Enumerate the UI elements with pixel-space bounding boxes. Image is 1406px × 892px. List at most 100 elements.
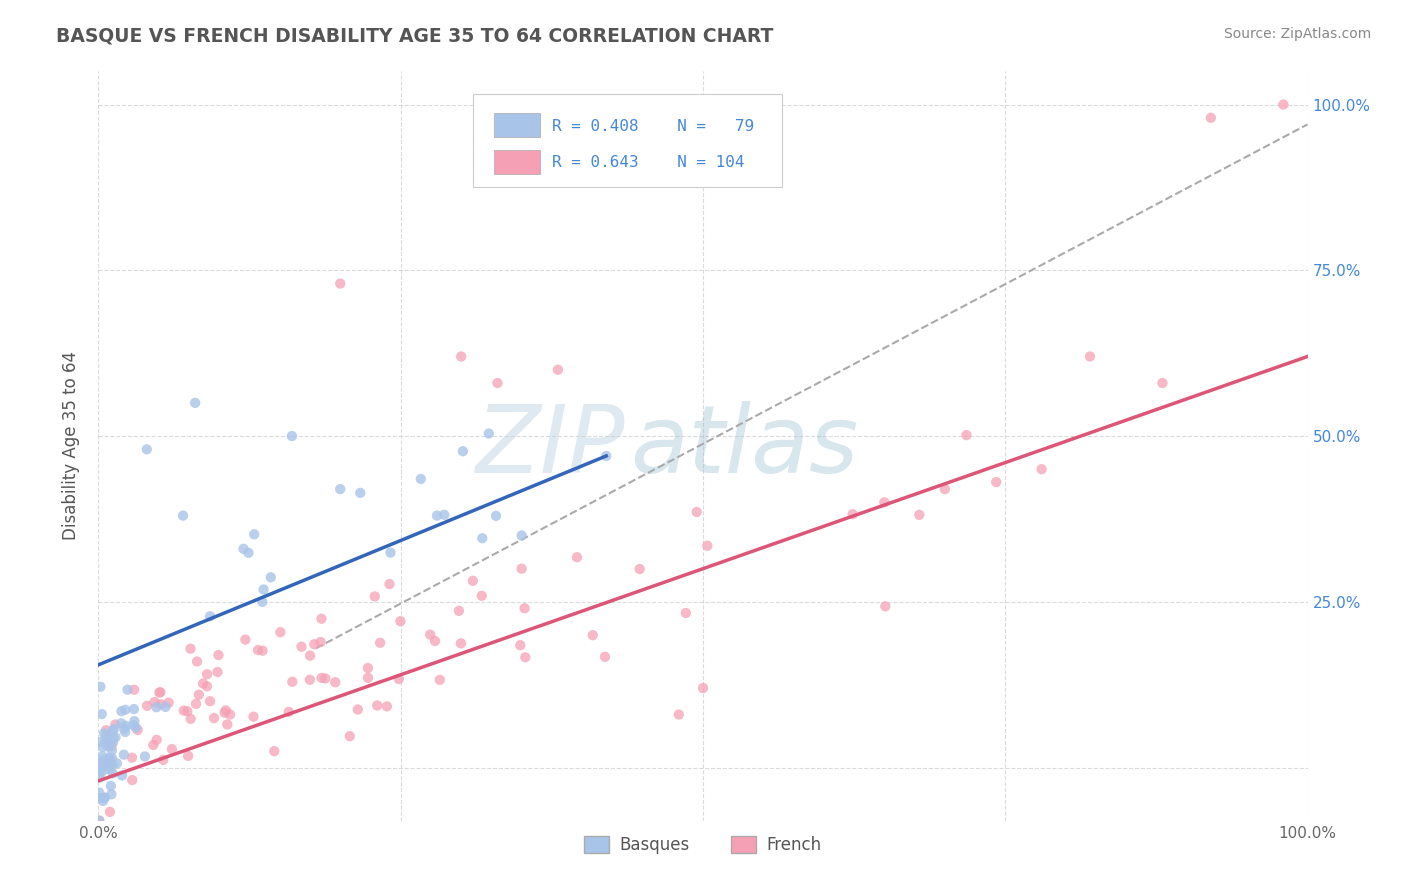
Point bbox=[346, 702, 368, 716]
Point bbox=[510, 528, 533, 542]
Point bbox=[281, 674, 304, 689]
Point bbox=[157, 696, 180, 710]
Point bbox=[115, 719, 138, 733]
Point bbox=[152, 753, 174, 767]
Point bbox=[101, 723, 124, 738]
Point bbox=[91, 749, 114, 764]
Point bbox=[122, 682, 145, 697]
Point bbox=[114, 703, 136, 717]
Point bbox=[122, 702, 145, 716]
Point bbox=[100, 739, 122, 753]
Point bbox=[103, 731, 125, 745]
Point bbox=[135, 442, 157, 457]
Point bbox=[515, 650, 537, 665]
Point bbox=[485, 508, 508, 523]
Point bbox=[215, 703, 238, 717]
Point bbox=[366, 698, 388, 713]
Point bbox=[247, 643, 270, 657]
Point bbox=[263, 744, 285, 758]
Point bbox=[309, 635, 332, 649]
Point bbox=[100, 787, 122, 801]
Point bbox=[98, 762, 121, 776]
Point bbox=[235, 632, 257, 647]
Point bbox=[426, 508, 449, 523]
Point bbox=[461, 574, 484, 588]
Point bbox=[547, 363, 569, 377]
Point bbox=[97, 733, 120, 747]
Point bbox=[94, 736, 117, 750]
Point bbox=[1031, 462, 1053, 476]
Point bbox=[89, 771, 111, 785]
Point bbox=[986, 475, 1008, 489]
Point bbox=[198, 609, 221, 624]
Point bbox=[94, 729, 117, 743]
Point bbox=[260, 570, 283, 584]
Point bbox=[419, 627, 441, 641]
Point bbox=[187, 688, 209, 702]
Point bbox=[101, 758, 124, 772]
Point bbox=[97, 755, 120, 769]
Point bbox=[628, 562, 651, 576]
Point bbox=[252, 582, 274, 597]
Point bbox=[451, 444, 474, 458]
Bar bbox=[494, 150, 540, 174]
Point bbox=[195, 679, 218, 693]
Point bbox=[582, 628, 605, 642]
Point bbox=[1078, 350, 1101, 364]
Text: R = 0.643    N = 104: R = 0.643 N = 104 bbox=[551, 155, 744, 170]
Point bbox=[217, 717, 239, 731]
Point bbox=[873, 495, 896, 509]
Point bbox=[380, 546, 402, 560]
Point bbox=[98, 805, 121, 819]
Point bbox=[91, 757, 114, 772]
Point bbox=[160, 742, 183, 756]
Point bbox=[207, 665, 229, 679]
Point bbox=[232, 541, 254, 556]
Point bbox=[696, 539, 718, 553]
Point bbox=[429, 673, 451, 687]
Point bbox=[87, 814, 110, 828]
Point bbox=[112, 722, 135, 736]
Point bbox=[252, 643, 274, 657]
Point bbox=[121, 750, 143, 764]
Point bbox=[207, 648, 229, 662]
Point bbox=[101, 743, 124, 757]
Point bbox=[389, 614, 412, 628]
Point bbox=[176, 704, 198, 718]
Point bbox=[357, 671, 380, 685]
Point bbox=[686, 505, 709, 519]
Point bbox=[91, 753, 114, 767]
Bar bbox=[494, 113, 540, 137]
Point bbox=[105, 756, 128, 771]
Text: ZIP: ZIP bbox=[475, 401, 624, 491]
Point bbox=[91, 764, 114, 778]
Point bbox=[134, 749, 156, 764]
Point bbox=[93, 790, 115, 805]
Point bbox=[1272, 97, 1295, 112]
Point bbox=[172, 508, 194, 523]
Point bbox=[145, 700, 167, 714]
Point bbox=[875, 599, 897, 614]
Point bbox=[142, 738, 165, 752]
FancyBboxPatch shape bbox=[474, 94, 782, 187]
Point bbox=[124, 714, 146, 728]
Point bbox=[242, 709, 264, 723]
Point bbox=[349, 486, 371, 500]
Point bbox=[117, 682, 139, 697]
Point bbox=[149, 698, 172, 712]
Point bbox=[219, 707, 242, 722]
Point bbox=[100, 779, 122, 793]
Point bbox=[136, 698, 159, 713]
Point bbox=[91, 756, 114, 770]
Point bbox=[908, 508, 931, 522]
Point bbox=[323, 675, 346, 690]
Point bbox=[114, 725, 136, 739]
Point bbox=[238, 546, 260, 560]
Point bbox=[299, 648, 322, 663]
Point bbox=[180, 641, 202, 656]
Point bbox=[290, 640, 312, 654]
Point bbox=[378, 577, 401, 591]
Point bbox=[329, 277, 352, 291]
Point bbox=[90, 759, 112, 773]
Point bbox=[934, 482, 956, 496]
